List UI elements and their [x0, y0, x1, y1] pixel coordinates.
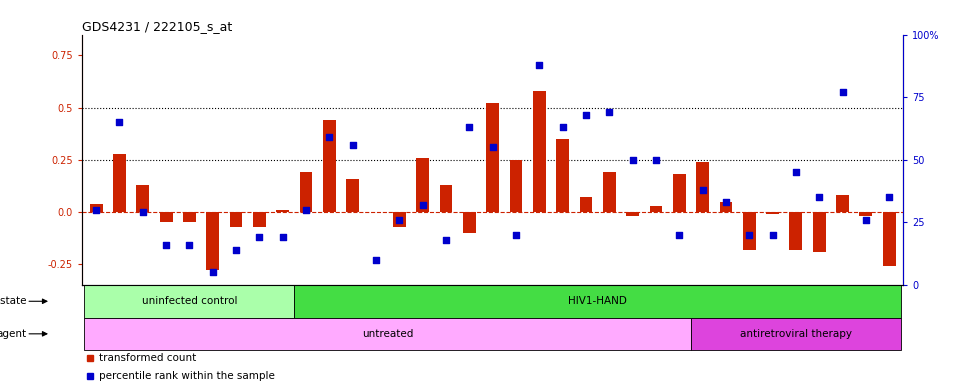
Bar [90, 204, 102, 212]
Point [135, 209, 151, 215]
Bar [812, 212, 826, 252]
Bar [440, 185, 452, 212]
Bar [207, 212, 219, 270]
Point [415, 202, 431, 208]
Text: uninfected control: uninfected control [142, 296, 238, 306]
Bar [883, 212, 895, 266]
Text: percentile rank within the sample: percentile rank within the sample [99, 371, 274, 381]
Point [368, 257, 384, 263]
Point [811, 194, 827, 200]
Bar [486, 103, 499, 212]
Bar [837, 195, 849, 212]
Bar [183, 212, 196, 222]
Point [882, 194, 897, 200]
Point [275, 234, 291, 240]
Point [602, 109, 617, 115]
Point [579, 112, 594, 118]
Point [158, 242, 174, 248]
Point [765, 232, 781, 238]
Point [391, 217, 407, 223]
Bar [136, 185, 149, 212]
Point [345, 142, 360, 148]
Point [88, 207, 103, 213]
Point [298, 207, 314, 213]
Bar [113, 154, 126, 212]
Point [485, 144, 500, 150]
Text: GDS4231 / 222105_s_at: GDS4231 / 222105_s_at [82, 20, 233, 33]
Point [671, 232, 687, 238]
Bar [416, 158, 429, 212]
Text: HIV1-HAND: HIV1-HAND [568, 296, 627, 306]
Bar [860, 212, 872, 216]
Bar [276, 210, 289, 212]
Point [508, 232, 524, 238]
Bar [230, 212, 242, 227]
Bar [84, 285, 295, 318]
Bar [346, 179, 359, 212]
Bar [580, 197, 592, 212]
Bar [510, 160, 523, 212]
Point [718, 199, 733, 205]
Point [554, 124, 570, 130]
Bar [159, 212, 173, 222]
Bar [295, 285, 901, 318]
Point [322, 134, 337, 140]
Bar [789, 212, 803, 250]
Text: agent: agent [0, 329, 26, 339]
Point [531, 61, 547, 68]
Point [858, 217, 873, 223]
Bar [84, 318, 691, 350]
Bar [253, 212, 266, 227]
Point [462, 124, 477, 130]
Point [695, 187, 710, 193]
Bar [649, 206, 663, 212]
Point [835, 89, 850, 95]
Point [112, 119, 128, 125]
Text: untreated: untreated [362, 329, 413, 339]
Bar [673, 174, 686, 212]
Bar [743, 212, 755, 250]
Point [182, 242, 197, 248]
Bar [556, 139, 569, 212]
Point [228, 247, 243, 253]
Point [648, 157, 664, 163]
Point [788, 169, 804, 175]
Bar [463, 212, 475, 233]
Point [252, 234, 268, 240]
Text: transformed count: transformed count [99, 353, 196, 362]
Bar [691, 318, 901, 350]
Bar [603, 172, 615, 212]
Point [742, 232, 757, 238]
Point [439, 237, 454, 243]
Bar [533, 91, 546, 212]
Bar [766, 212, 779, 214]
Bar [393, 212, 406, 227]
Text: antiretroviral therapy: antiretroviral therapy [740, 329, 852, 339]
Point [205, 270, 220, 276]
Bar [323, 120, 336, 212]
Bar [696, 162, 709, 212]
Bar [720, 202, 732, 212]
Bar [299, 172, 312, 212]
Bar [626, 212, 639, 216]
Point [625, 157, 640, 163]
Text: disease state: disease state [0, 296, 26, 306]
